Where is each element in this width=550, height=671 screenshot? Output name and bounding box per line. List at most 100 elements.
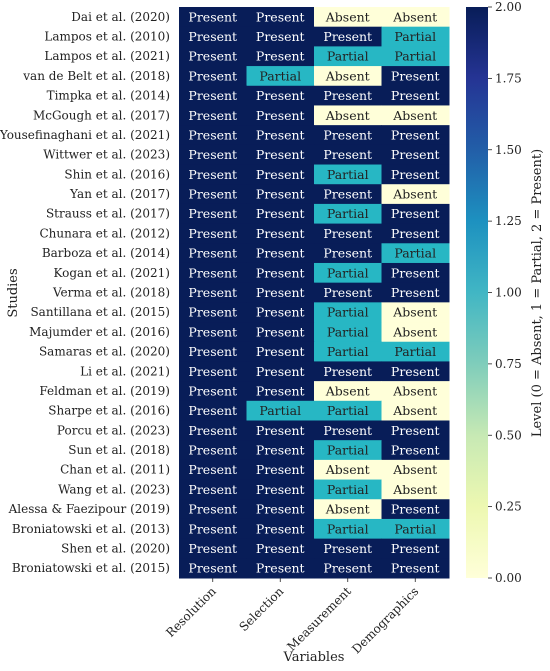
heatmap-cell [246, 203, 315, 225]
row-label: Dai et al. (2020) [71, 10, 170, 24]
row-label: Verma et al. (2018) [52, 286, 170, 300]
heatmap-cell [179, 361, 247, 382]
cell-label: Absent [392, 108, 437, 123]
heatmap-cell [314, 420, 382, 441]
cell-label: Present [188, 521, 237, 536]
cell-label: Present [256, 187, 305, 202]
heatmap-cell [179, 26, 247, 47]
heatmap-cell [381, 302, 450, 323]
heatmap-cell [381, 420, 450, 441]
heatmap-cell [179, 282, 247, 303]
cell-label: Absent [325, 108, 370, 123]
colorbar-tick-label: 1.50 [495, 143, 522, 157]
heatmap-cell [314, 262, 382, 284]
heatmap-cell [246, 381, 315, 402]
cell-label: Present [188, 9, 237, 24]
cell-label: Present [188, 403, 237, 418]
cell-label: Partial [327, 344, 369, 359]
cell-label: Present [256, 344, 305, 359]
cell-label: Absent [392, 383, 437, 398]
cell-label: Present [391, 265, 440, 280]
cell-label: Present [256, 206, 305, 221]
heatmap-cell [381, 26, 450, 47]
cell-label: Present [188, 443, 237, 458]
cell-label: Absent [392, 305, 437, 320]
column-label: Selection [236, 584, 286, 634]
cell-label: Present [256, 167, 305, 182]
cell-label: Present [391, 364, 440, 379]
cell-label: Absent [392, 462, 437, 477]
heatmap-cell [381, 479, 450, 500]
row-label: McGough et al. (2017) [33, 108, 170, 122]
cell-label: Partial [394, 49, 436, 64]
heatmap-cell [179, 499, 247, 520]
heatmap-cell [381, 262, 450, 284]
cell-label: Partial [394, 344, 436, 359]
heatmap-cell [381, 66, 450, 87]
row-label: Alessa & Faezipour (2019) [8, 502, 170, 516]
column-label: Demographics [349, 584, 421, 656]
heatmap-cell [179, 66, 247, 87]
heatmap-cell [381, 125, 450, 146]
cell-label: Present [188, 187, 237, 202]
heatmap-cell [246, 538, 315, 559]
cell-label: Present [256, 88, 305, 103]
heatmap-cell [381, 499, 450, 520]
heatmap-cell [381, 85, 450, 106]
heatmap-cell [314, 26, 382, 47]
cell-label: Present [188, 29, 237, 44]
cell-label: Partial [327, 206, 369, 221]
heatmap-cell [381, 203, 450, 225]
heatmap-cell [246, 302, 315, 323]
cell-label: Partial [327, 167, 369, 182]
column-label: Measurement [284, 584, 354, 654]
heatmap-cell [246, 85, 315, 106]
heatmap-cells: Present Present Absent Absent Present Present… [179, 7, 450, 579]
heatmap-cell [246, 26, 315, 47]
row-label: Lampos et al. (2010) [44, 30, 170, 44]
heatmap-cell [314, 203, 382, 225]
cell-label: Present [391, 541, 440, 556]
heatmap-cell [179, 400, 247, 421]
heatmap-cell [314, 184, 382, 205]
row-label: Yan et al. (2017) [69, 187, 170, 201]
heatmap-cell [381, 105, 450, 126]
heatmap-cell [314, 322, 382, 343]
heatmap-cell [314, 66, 382, 87]
cell-label: Present [188, 462, 237, 477]
heatmap-cell [314, 518, 382, 540]
cell-label: Present [256, 108, 305, 123]
cell-label: Absent [392, 187, 437, 202]
cell-label: Present [256, 147, 305, 162]
heatmap-cell [381, 381, 450, 402]
cell-label: Partial [259, 68, 301, 83]
heatmap-cell [246, 243, 315, 264]
heatmap-cell [246, 125, 315, 146]
cell-label: Absent [392, 9, 437, 24]
heatmap-cell [381, 223, 450, 244]
row-label: Santillana et al. (2015) [30, 305, 170, 319]
heatmap-cell [246, 223, 315, 244]
heatmap-cell [179, 479, 247, 500]
row-label: Wittwer et al. (2023) [43, 148, 170, 162]
cell-label: Present [188, 226, 237, 241]
cell-label: Present [256, 305, 305, 320]
heatmap-cell [381, 144, 450, 166]
heatmap-cell [246, 282, 315, 303]
row-label: Feldman et al. (2019) [39, 384, 170, 398]
cell-label: Partial [327, 521, 369, 536]
cell-label: Absent [392, 482, 437, 497]
cell-label: Present [256, 502, 305, 517]
heatmap-cell [179, 381, 247, 402]
heatmap-cell [179, 164, 247, 185]
row-label: Broniatowski et al. (2015) [12, 561, 170, 575]
cell-label: Partial [327, 403, 369, 418]
heatmap-cell [246, 164, 315, 185]
heatmap-cell [381, 282, 450, 303]
cell-label: Present [256, 521, 305, 536]
cell-label: Present [323, 246, 372, 261]
heatmap-cell [179, 105, 247, 126]
heatmap-cell [381, 7, 450, 28]
cell-label: Present [188, 127, 237, 142]
cell-label: Present [323, 561, 372, 576]
